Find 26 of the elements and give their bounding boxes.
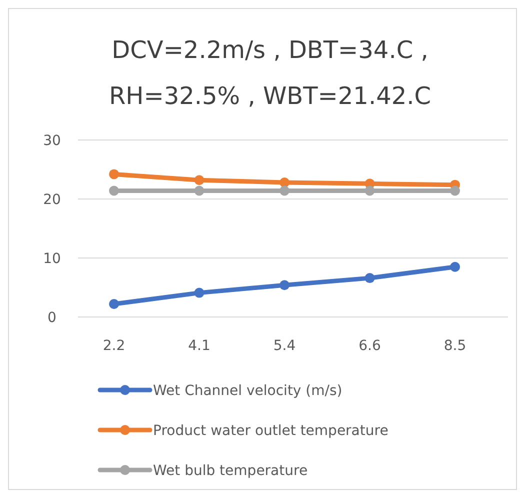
point (450, 186, 460, 196)
point (109, 186, 119, 196)
legend-label: Wet bulb temperature (153, 462, 308, 479)
x-tick-label: 2.2 (102, 338, 126, 354)
y-tick-label: 20 (43, 192, 61, 208)
chart-title: DCV=2.2m/s , DBT=34.C , RH=32.5% , WBT=21.42.C (108, 36, 432, 110)
point (364, 273, 375, 284)
legend-label: Wet Channel velocity (m/s) (153, 382, 342, 399)
legend-label: Product water outlet temperature (153, 422, 388, 439)
point (364, 186, 375, 196)
point (450, 262, 460, 272)
point (280, 186, 290, 196)
point (109, 169, 119, 180)
y-tick-label: 0 (48, 310, 56, 326)
point (194, 186, 204, 196)
point (109, 299, 119, 310)
x-tick-label: 4.1 (188, 338, 210, 354)
y-tick-label: 10 (43, 250, 61, 267)
x-tick-label: 5.4 (273, 338, 296, 354)
y-tick-label: 30 (43, 132, 61, 149)
x-tick-label: 6.6 (358, 338, 381, 354)
point (194, 175, 204, 186)
x-tick-label: 8.5 (444, 338, 466, 354)
point (194, 288, 204, 298)
point (280, 177, 290, 188)
point (280, 280, 290, 290)
